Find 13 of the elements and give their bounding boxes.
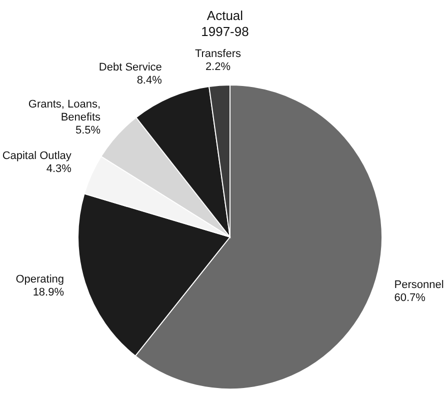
- data-label: 60.7%: [394, 292, 426, 304]
- data-label: 18.9%: [32, 286, 64, 299]
- chart-title: Actual 1997-98: [201, 8, 249, 39]
- data-label: 5.5%: [75, 124, 101, 137]
- data-label: 4.3%: [46, 162, 72, 175]
- slice-label: Operating: [16, 274, 64, 286]
- slice-label: Debt Service: [98, 61, 162, 74]
- data-label: 2.2%: [205, 60, 231, 73]
- slice-label: Personnel: [394, 278, 444, 291]
- slice-label: Transfers: [194, 48, 242, 60]
- slice-label: Grants, Loans, Benefits: [28, 98, 102, 124]
- slice-label: Capital Outlay: [2, 150, 72, 162]
- data-label: 8.4%: [136, 74, 162, 86]
